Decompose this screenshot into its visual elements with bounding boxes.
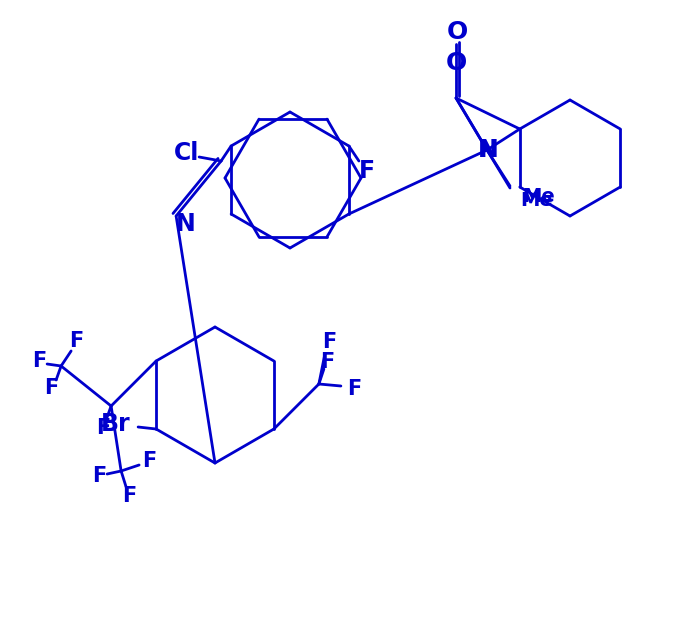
- Text: O: O: [445, 51, 466, 75]
- Text: F: F: [32, 351, 46, 371]
- Text: Me: Me: [522, 187, 555, 206]
- Text: F: F: [346, 379, 361, 399]
- Text: F: F: [320, 352, 334, 372]
- Text: N: N: [176, 212, 196, 236]
- Text: F: F: [44, 378, 58, 398]
- Text: F: F: [96, 418, 111, 438]
- Text: N: N: [478, 138, 498, 162]
- Text: F: F: [359, 159, 375, 183]
- Text: F: F: [69, 331, 83, 351]
- Text: Me: Me: [520, 190, 553, 210]
- Text: F: F: [122, 486, 136, 506]
- Text: F: F: [322, 332, 336, 352]
- Text: O: O: [446, 20, 468, 44]
- Text: Br: Br: [101, 412, 131, 436]
- Text: Cl: Cl: [174, 141, 199, 165]
- Text: N: N: [479, 138, 499, 162]
- Text: F: F: [142, 451, 156, 471]
- Text: F: F: [92, 466, 106, 486]
